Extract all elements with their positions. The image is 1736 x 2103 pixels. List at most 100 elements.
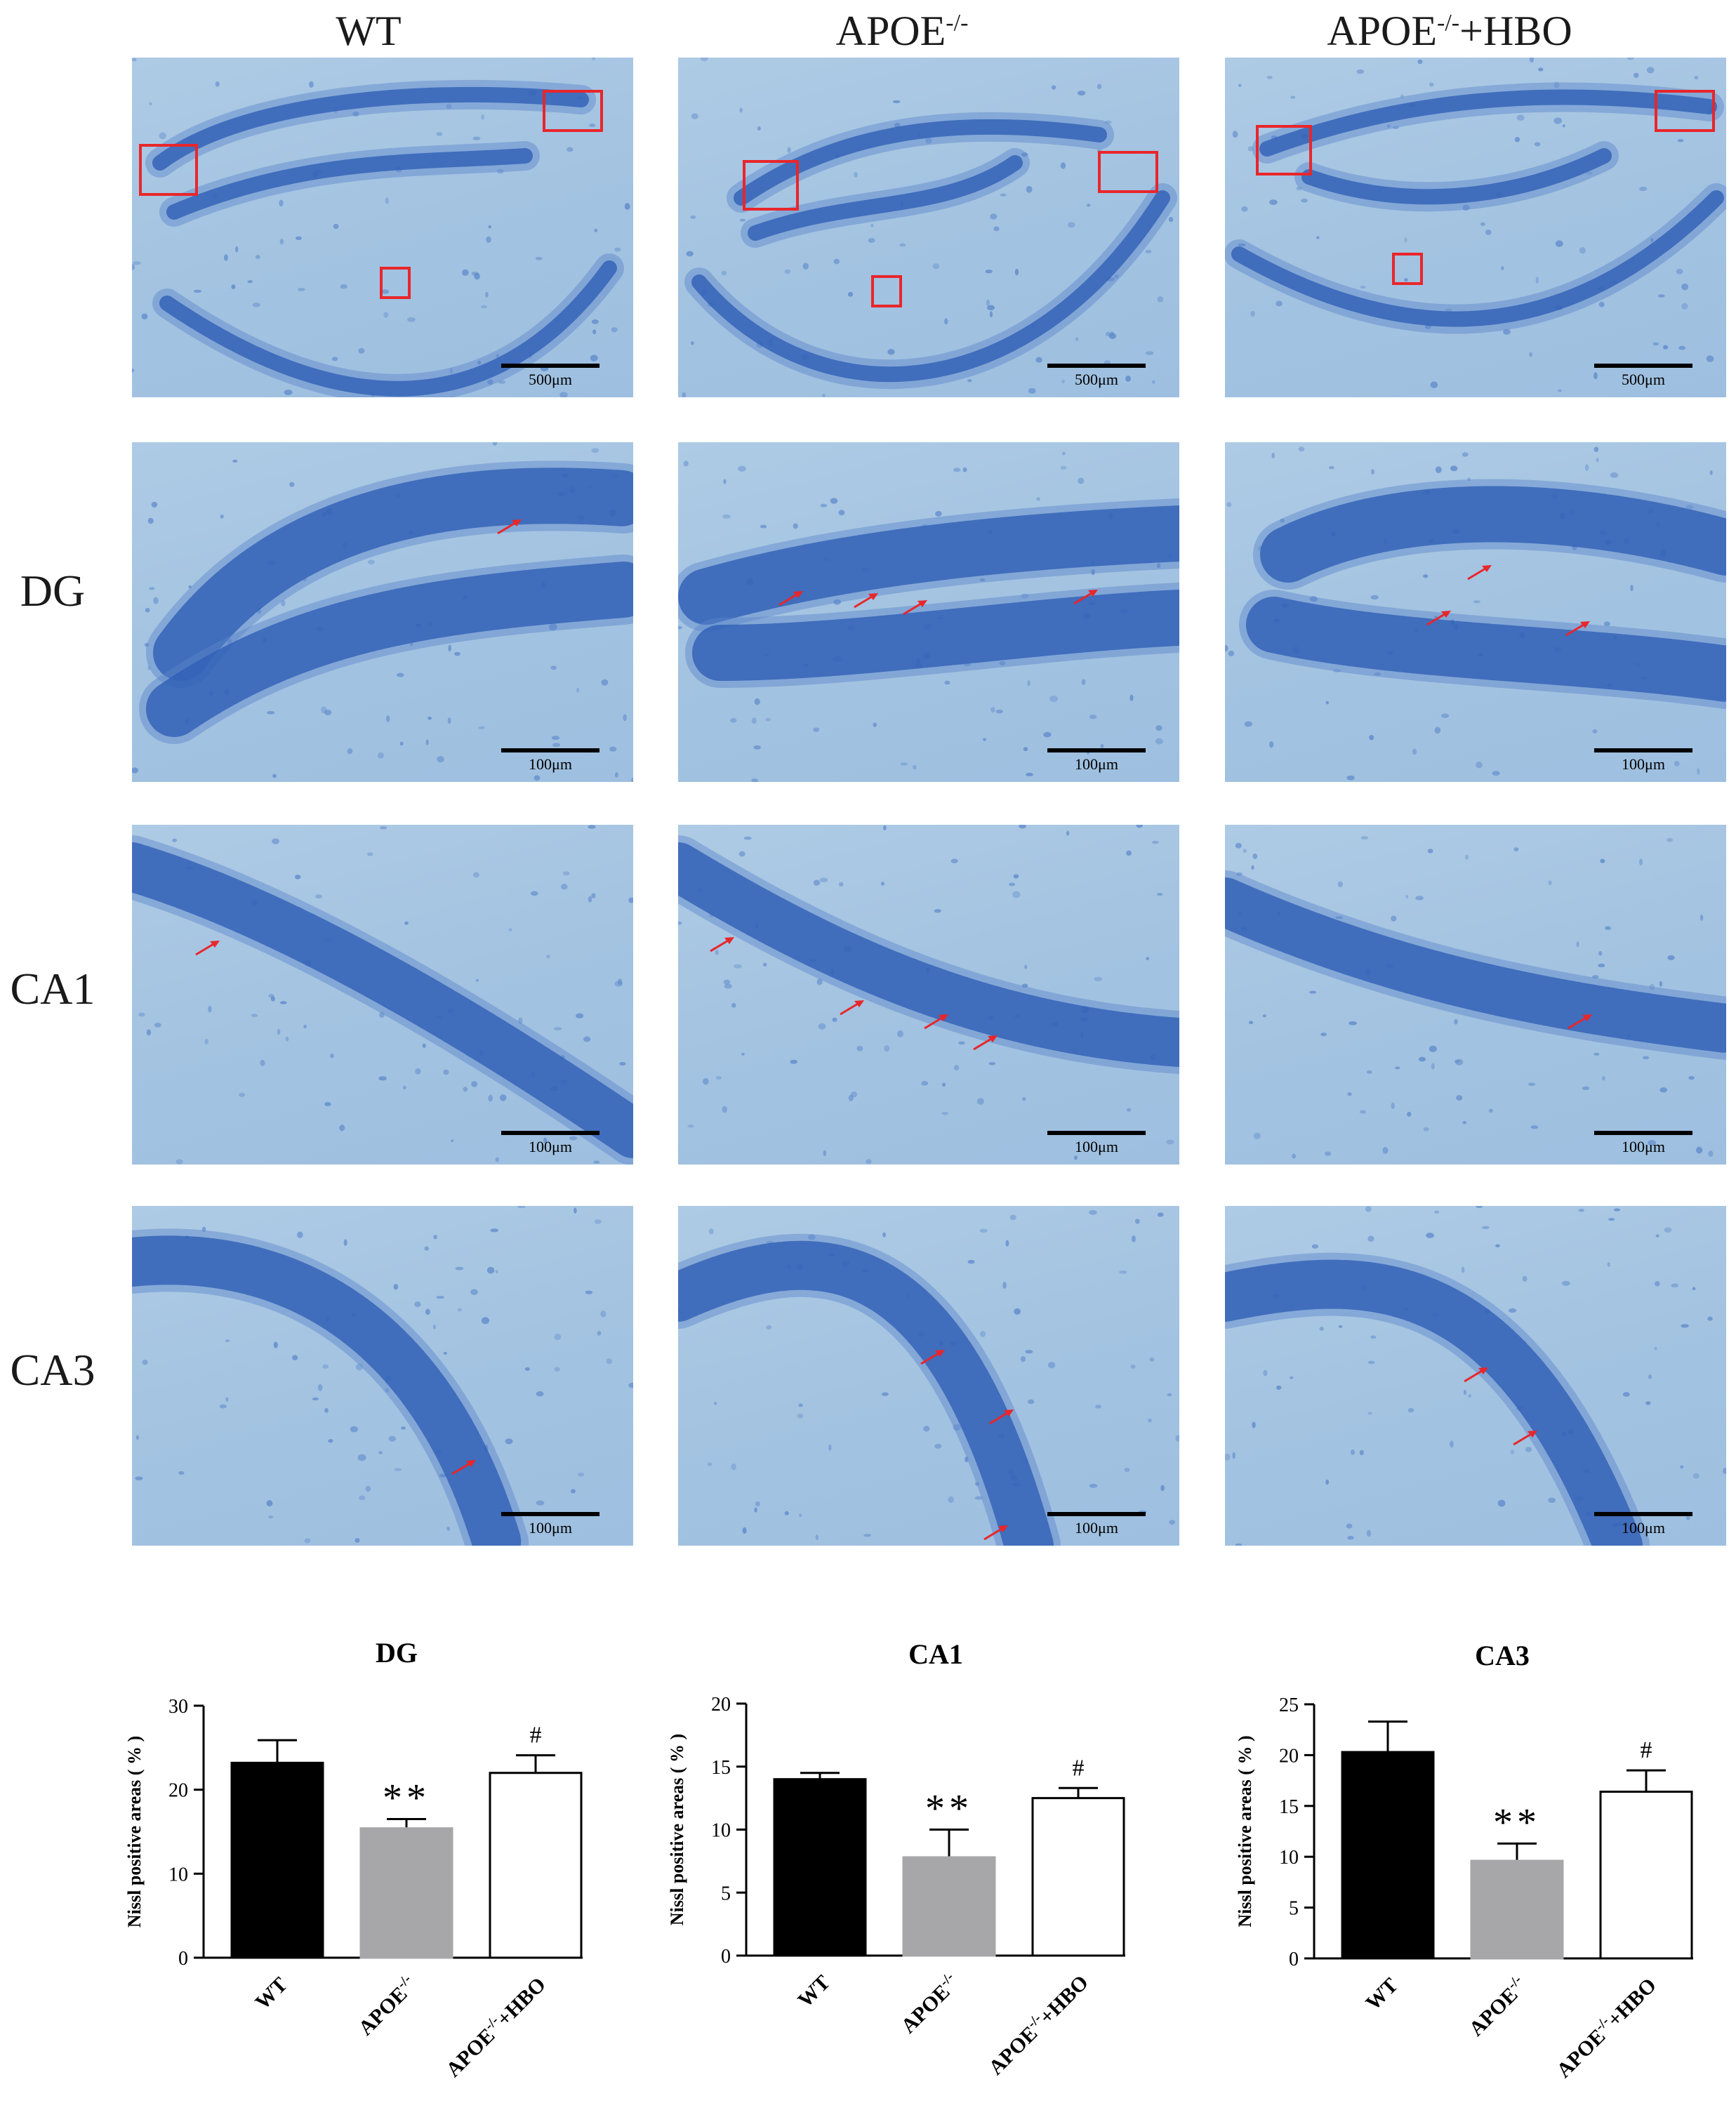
nissl-stain-image (1225, 446, 1726, 781)
significance-mark: ** (925, 1787, 973, 1831)
micrograph-panel: 100μm (678, 825, 1179, 1165)
micrograph-panel: 500μm (678, 58, 1179, 397)
row-label-dg: DG (20, 566, 86, 616)
bar (1470, 1859, 1564, 1960)
significance-mark: ** (1493, 1800, 1541, 1844)
significance-mark: ** (383, 1777, 430, 1820)
scale-bar (501, 1131, 599, 1135)
y-tick-label: 10 (168, 1864, 188, 1885)
scale-bar-label: 100μm (529, 1519, 572, 1537)
column-title-apoe-hbo: APOE-/-+HBO (1197, 7, 1702, 55)
micrograph-panel: 100μm (132, 1206, 633, 1546)
scale-bar-label: 100μm (1075, 1519, 1118, 1537)
x-tick-label: WT (251, 1973, 292, 2015)
scale-bar-label: 100μm (1075, 755, 1118, 773)
y-tick-label: 15 (711, 1757, 731, 1779)
scale-bar (1594, 748, 1692, 752)
x-tick-label: WT (1361, 1974, 1403, 2015)
scale-bar-label: 100μm (1622, 1138, 1665, 1155)
bar-chart-dg: DG 0 10 20 30 Nissl positive areas ( % ) WT ** A… (124, 1637, 583, 2081)
scale-bar (1047, 364, 1146, 368)
micrograph-panel: 100μm (132, 442, 633, 782)
column-title-suffix: +HBO (1459, 8, 1572, 54)
scale-bar (501, 748, 599, 752)
chart-title: DG (376, 1637, 418, 1669)
y-axis-label: Nissl positive areas ( % ) (667, 1734, 687, 1925)
nissl-stain-image (1225, 58, 1726, 392)
scale-bar-label: 100μm (1622, 1519, 1665, 1537)
y-tick-label: 0 (1289, 1949, 1299, 1970)
y-tick-label: 10 (711, 1820, 731, 1842)
micrograph-panel: 100μm (1225, 1206, 1726, 1546)
column-title-text: APOE (835, 8, 946, 54)
chart-title: CA3 (1475, 1640, 1530, 1671)
bar-chart-ca3: CA3 0 5 10 15 20 25 Nissl positive areas ( % ) W… (1235, 1640, 1693, 2082)
y-tick-label: 20 (711, 1694, 731, 1716)
bar (1599, 1791, 1693, 1960)
nissl-stain-image (132, 1206, 633, 1546)
y-tick-label: 0 (178, 1948, 188, 1970)
y-tick-label: 20 (168, 1780, 188, 1802)
scale-bar (501, 1512, 599, 1516)
scale-bar-label: 100μm (529, 755, 572, 773)
bar (359, 1827, 453, 1959)
scale-bar (1047, 1131, 1146, 1135)
y-tick-label: 0 (721, 1946, 731, 1968)
x-tick-label: APOE-/- (352, 1971, 421, 2040)
micrograph-panel: 100μm (678, 442, 1179, 782)
y-axis-label: Nissl positive areas ( % ) (1235, 1735, 1255, 1927)
nissl-stain-image (678, 1209, 1179, 1546)
row-label-ca1: CA1 (10, 964, 95, 1014)
micrograph-panel: 100μm (1225, 442, 1726, 782)
nissl-stain-image (132, 442, 633, 782)
scale-bar-label: 100μm (529, 1138, 572, 1155)
scale-bar (1594, 1131, 1692, 1135)
column-title-sup: -/- (1437, 10, 1460, 36)
scale-bar (1594, 1512, 1692, 1516)
scale-bar (1047, 748, 1146, 752)
nissl-stain-image (678, 825, 1179, 1165)
scale-bar-label: 500μm (1622, 371, 1665, 388)
scale-bar (1594, 364, 1692, 368)
scale-bar-label: 100μm (1075, 1138, 1118, 1155)
significance-mark: # (530, 1723, 542, 1749)
column-title-wt: WT (116, 7, 621, 55)
bar (773, 1778, 867, 1957)
micrograph-panel: 500μm (132, 58, 633, 397)
y-tick-label: 5 (721, 1883, 731, 1904)
scale-bar-label: 500μm (529, 371, 572, 388)
y-tick-label: 10 (1279, 1847, 1299, 1869)
y-tick-label: 30 (168, 1696, 188, 1718)
bar-chart-ca1: CA1 0 5 10 15 20 Nissl positive areas ( % ) WT *… (667, 1638, 1125, 2079)
bar (902, 1856, 996, 1957)
chart-title: CA1 (908, 1638, 963, 1670)
micrograph-panel: 100μm (678, 1206, 1179, 1546)
x-tick-label: APOE-/-+HBO (983, 1969, 1093, 2079)
x-tick-label: APOE-/- (1463, 1972, 1532, 2041)
y-axis-label: Nissl positive areas ( % ) (124, 1736, 145, 1928)
bar (1031, 1797, 1125, 1957)
column-title-text: WT (336, 8, 402, 54)
bar (489, 1772, 583, 1959)
x-tick-label: WT (793, 1971, 835, 2012)
nissl-stain-image (678, 451, 1179, 782)
nissl-stain-image (1225, 836, 1726, 1159)
scale-bar (501, 364, 599, 368)
x-tick-label: APOE-/-+HBO (1551, 1972, 1661, 2082)
micrograph-panel: 100μm (1225, 825, 1726, 1165)
nissl-stain-image (682, 58, 1177, 397)
y-tick-label: 20 (1279, 1745, 1299, 1767)
column-title-apoe: APOE-/- (649, 7, 1155, 55)
nissl-stain-image (1225, 1206, 1726, 1546)
x-tick-label: APOE-/-+HBO (440, 1971, 550, 2081)
significance-mark: # (1641, 1737, 1652, 1763)
scale-bar (1047, 1512, 1146, 1516)
scale-bar-label: 500μm (1075, 371, 1118, 388)
micrograph-panel: 500μm (1225, 58, 1726, 397)
y-tick-label: 15 (1279, 1796, 1299, 1818)
column-title-text: APOE (1327, 8, 1438, 54)
x-tick-label: APOE-/- (895, 1969, 964, 2038)
significance-mark: # (1073, 1755, 1085, 1781)
nissl-stain-image (132, 825, 633, 1165)
